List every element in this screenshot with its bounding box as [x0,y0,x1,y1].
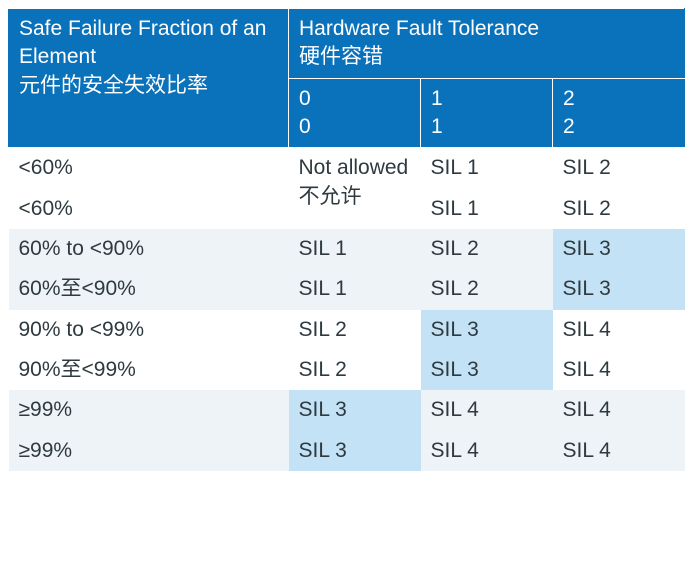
row-label: ≥99% [9,431,289,471]
row-label-cn: 90%至<99% [19,356,279,384]
cell-c2: SIL 4 [553,310,685,350]
cell-c2: SIL 4 [553,350,685,390]
cell-c2: SIL 2 [553,189,685,229]
hdr-col-2-en: 2 [563,85,674,113]
cell-c1: SIL 1 [421,148,553,189]
table-row: ≥99%SIL 3SIL 4SIL 4 [9,390,685,430]
row-label: 90%至<99% [9,350,289,390]
cell-c1: SIL 3 [421,350,553,390]
cell-c2: SIL 3 [553,229,685,269]
table-row: <60%Not allowed不允许SIL 1SIL 2 [9,148,685,189]
table-row: 90%至<99% SIL 2SIL 3SIL 4 [9,350,685,390]
row-label-en: <60% [19,154,279,182]
hdr-left-en: Safe Failure Fraction of an Element [19,15,278,72]
hdr-col-1-en: 1 [431,85,542,113]
cell-c0: SIL 3 [289,431,421,471]
cell-c1: SIL 3 [421,310,553,350]
row-label-en: 90% to <99% [19,316,279,344]
hdr-right-en: Hardware Fault Tolerance [299,15,674,43]
table-header: Safe Failure Fraction of an Element 元件的安… [9,9,685,148]
table-row: ≥99%SIL 3SIL 4SIL 4 [9,431,685,471]
row-label: <60% [9,189,289,229]
row-label-en: 60% to <90% [19,235,279,263]
hdr-col-2-cn: 2 [563,113,674,141]
cell-c2: SIL 3 [553,269,685,309]
cell-c2: SIL 4 [553,390,685,430]
cell-c1: SIL 2 [421,269,553,309]
cell-c0: SIL 3 [289,390,421,430]
cell-c2: SIL 4 [553,431,685,471]
hdr-col-0-cn: 0 [299,113,410,141]
hdr-col-2: 2 2 [553,78,685,148]
hdr-col-1-cn: 1 [431,113,542,141]
row-label: 60% to <90% [9,229,289,269]
hdr-col-1: 1 1 [421,78,553,148]
cell-c0: Not allowed不允许 [289,148,421,229]
cell-c1: SIL 4 [421,431,553,471]
table-body: <60%Not allowed不允许SIL 1SIL 2<60%SIL 1SIL… [9,148,685,471]
row-label-cn: ≥99% [19,437,279,465]
cell-c0: SIL 1 [289,229,421,269]
row-label: 90% to <99% [9,310,289,350]
cell-c2: SIL 2 [553,148,685,189]
table-row: 60% to <90% SIL 1SIL 2SIL 3 [9,229,685,269]
row-label-cn: 60%至<90% [19,275,279,303]
row-label: 60%至<90% [9,269,289,309]
cell-c0-cn: 不允许 [299,183,411,211]
cell-c0-en: Not allowed [299,154,411,182]
cell-c1: SIL 2 [421,229,553,269]
cell-c0: SIL 1 [289,269,421,309]
row-label: ≥99% [9,390,289,430]
hdr-left: Safe Failure Fraction of an Element 元件的安… [9,9,289,148]
cell-c1: SIL 4 [421,390,553,430]
table-row: 60%至<90% SIL 1SIL 2SIL 3 [9,269,685,309]
row-label: <60% [9,148,289,189]
row-label-cn: <60% [19,195,279,223]
sil-table: Safe Failure Fraction of an Element 元件的安… [8,8,685,471]
hdr-col-0-en: 0 [299,85,410,113]
hdr-col-0: 0 0 [289,78,421,148]
hdr-left-cn: 元件的安全失效比率 [19,72,278,100]
row-label-en: ≥99% [19,396,279,424]
cell-c1: SIL 1 [421,189,553,229]
hdr-right-title: Hardware Fault Tolerance 硬件容错 [289,9,685,79]
cell-c0: SIL 2 [289,310,421,350]
table-row: 90% to <99% SIL 2SIL 3SIL 4 [9,310,685,350]
cell-c0: SIL 2 [289,350,421,390]
hdr-right-cn: 硬件容错 [299,43,674,71]
